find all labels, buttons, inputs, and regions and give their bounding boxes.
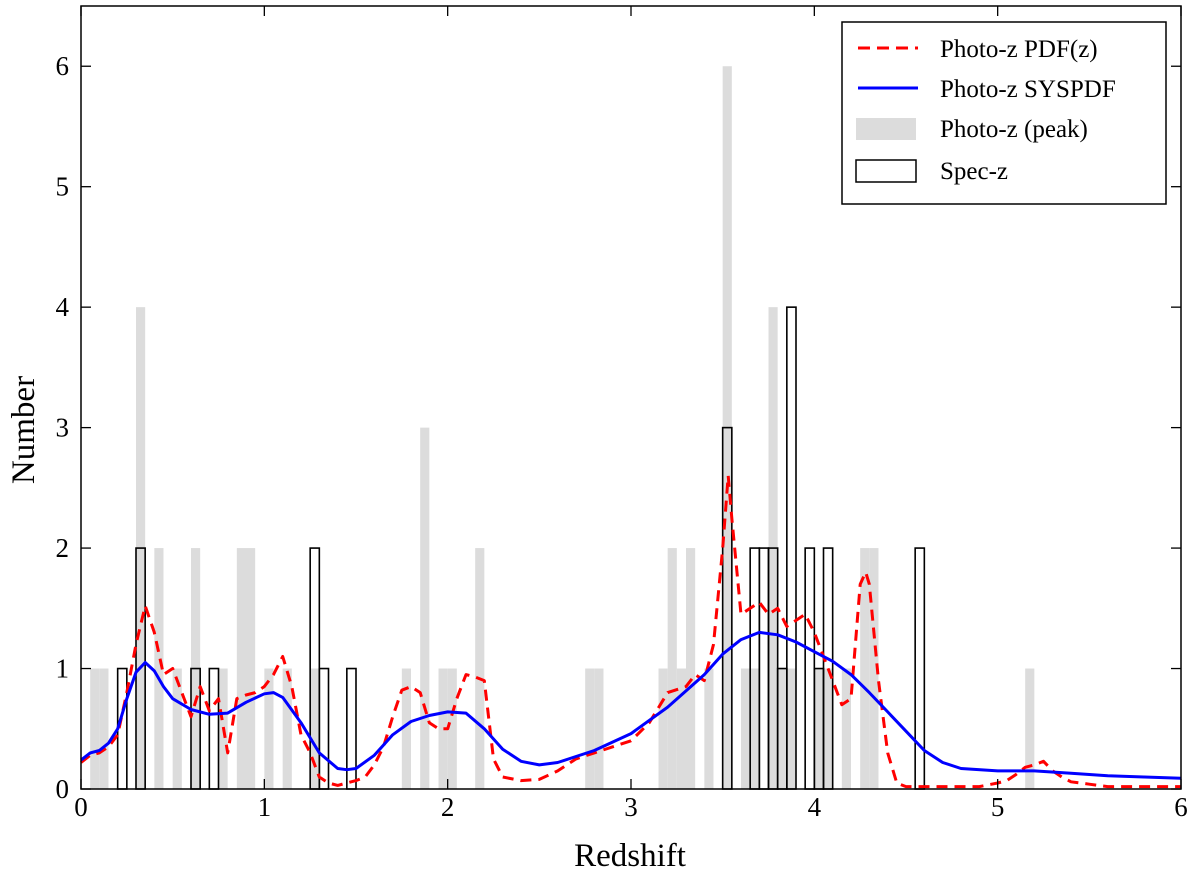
legend-peak-label: Photo-z (peak) — [940, 116, 1088, 143]
specz-bar — [758, 547, 770, 790]
y-tick-label: 4 — [56, 292, 70, 322]
peak-bar — [99, 668, 109, 789]
peak-bar — [750, 668, 760, 789]
x-tick-label: 5 — [991, 792, 1005, 822]
peak-bar — [246, 548, 256, 789]
peak-bar — [658, 668, 668, 789]
x-tick-label: 4 — [808, 792, 822, 822]
specz-bar — [318, 667, 330, 790]
peak-bar — [686, 548, 696, 789]
y-axis-label: Number — [6, 376, 42, 484]
peak-bar — [447, 668, 457, 789]
peak-bar — [841, 668, 851, 789]
peak-bar — [786, 668, 796, 789]
y-tick-label: 2 — [56, 533, 70, 563]
pdf-lines — [80, 474, 1182, 789]
peak-bar — [823, 668, 833, 789]
x-axis-label: Redshift — [574, 838, 686, 874]
legend-specz-label: Spec-z — [940, 158, 1008, 185]
peak-bar — [594, 668, 604, 789]
peak-bar — [420, 427, 430, 789]
legend-syspdf-label: Photo-z SYSPDF — [940, 76, 1116, 103]
peak-bar — [401, 668, 411, 789]
axis-ticks: 0 1 2 3 4 5 6 0 1 2 3 4 5 6 — [56, 6, 1188, 822]
peak-bar — [704, 668, 714, 789]
x-tick-label: 1 — [258, 792, 272, 822]
specz-bar — [208, 667, 220, 790]
specz-bar — [804, 547, 816, 790]
legend-specz-swatch — [855, 159, 917, 183]
y-tick-label: 5 — [56, 172, 70, 202]
x-tick-label: 0 — [74, 792, 88, 822]
peak-bar — [172, 668, 182, 789]
peak-bar — [814, 668, 824, 789]
x-tick-label: 2 — [441, 792, 455, 822]
peak-bar — [90, 668, 100, 789]
legend-frame — [841, 21, 1167, 205]
y-tick-label: 3 — [56, 413, 70, 443]
legend: Photo-z PDF(z) Photo-z SYSPDF Photo-z (p… — [841, 21, 1167, 205]
y-tick-label: 0 — [56, 774, 70, 804]
peak-bar — [777, 668, 787, 789]
peak-bar — [264, 668, 274, 789]
peak-bar — [869, 548, 879, 789]
peak-bar — [585, 668, 595, 789]
peak-bar — [310, 668, 320, 789]
y-tick-label: 1 — [56, 654, 70, 684]
peak-bar — [282, 668, 292, 789]
peak-bar — [236, 548, 246, 789]
peak-bar — [154, 548, 164, 789]
peak-bar — [860, 548, 870, 789]
peak-bar — [438, 668, 448, 789]
peak-bar — [1025, 668, 1035, 789]
peak-bar — [676, 668, 686, 789]
x-tick-label: 3 — [624, 792, 638, 822]
peak-bar — [475, 548, 485, 789]
specz-bar — [914, 547, 926, 790]
syspdf-line — [80, 630, 1182, 780]
legend-peak-swatch — [856, 118, 916, 140]
y-tick-label: 6 — [56, 51, 70, 81]
peak-bar — [741, 668, 751, 789]
x-tick-label: 6 — [1174, 792, 1188, 822]
peak-bar — [667, 548, 677, 789]
legend-pdf-label: Photo-z PDF(z) — [940, 36, 1098, 63]
